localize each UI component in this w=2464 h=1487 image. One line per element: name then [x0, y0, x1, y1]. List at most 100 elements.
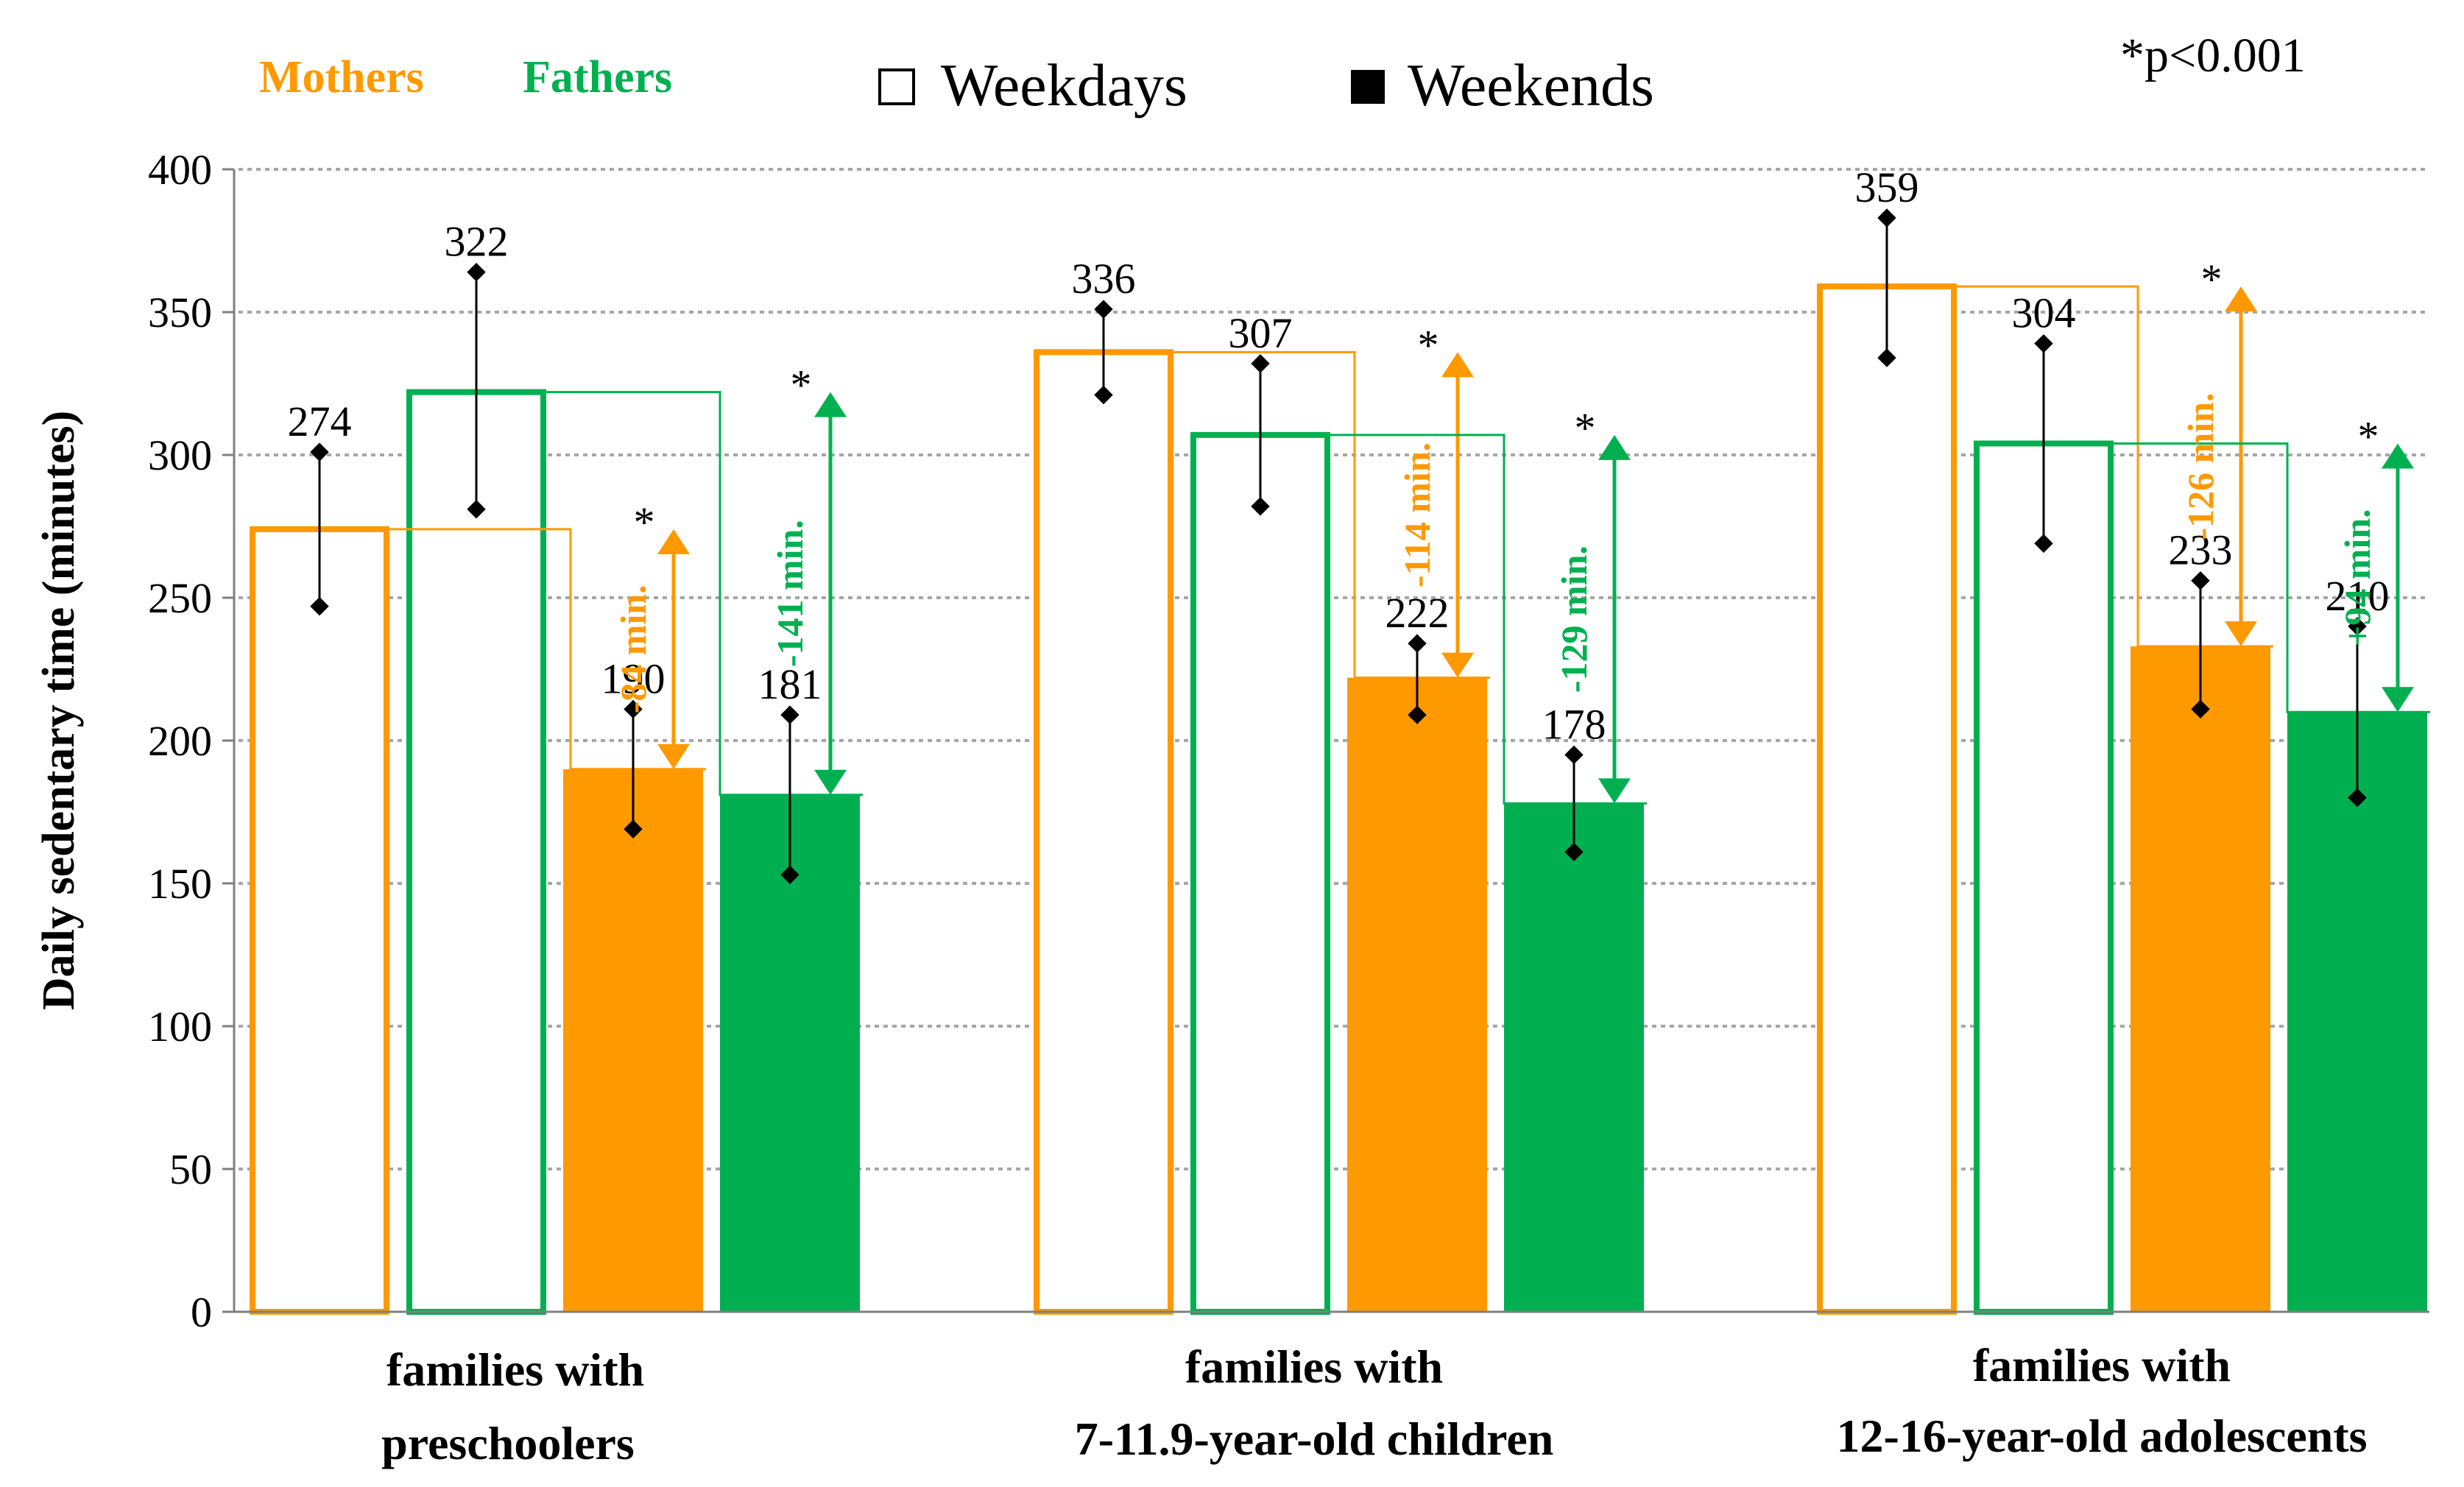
- gridline-350: [234, 311, 2429, 314]
- difference-label-fathers-2: +94 min.: [2337, 509, 2378, 646]
- difference-label-mothers-0: -84 min.: [613, 584, 654, 713]
- significance-star-mothers-2: *: [2201, 255, 2223, 303]
- data-label-mothers-weekdays-1: 336: [1072, 255, 1136, 303]
- bar-mothers-weekends-1: [1347, 677, 1487, 1312]
- y-tick-label-300: 300: [148, 431, 212, 479]
- y-tick-label-100: 100: [148, 1003, 212, 1050]
- error-cap-high-mothers-weekdays-0: [310, 442, 329, 462]
- axes: 0 50 100 150 200 250 300 350 400: [148, 146, 2429, 1336]
- category-label-2-line2: 12-16-year-old adolescents: [1836, 1410, 2367, 1462]
- bar-fathers-weekends-1: [1504, 803, 1644, 1312]
- difference-arrow-head-down-fathers-2: [2382, 687, 2414, 713]
- y-axis-title: Daily sedentary time (minutes): [34, 411, 84, 1010]
- gridline-100: [234, 1025, 2429, 1028]
- difference-label-mothers-1: -114 min.: [1397, 442, 1438, 587]
- error-cap-high-fathers-weekdays-0: [467, 262, 486, 282]
- difference-arrow-head-up-fathers-1: [1598, 434, 1631, 460]
- category-label-0-line2: preschoolers: [381, 1417, 635, 1469]
- y-tick-label-50: 50: [169, 1145, 212, 1193]
- difference-arrow-head-up-fathers-0: [814, 392, 847, 417]
- category-label-1-line1: families with: [1185, 1341, 1443, 1393]
- difference-bracket-fathers-1: [1260, 434, 1647, 805]
- category-label-1-line2: 7-11.9-year-old children: [1075, 1413, 1554, 1465]
- legend-weekends-swatch: [1351, 70, 1385, 104]
- bar-mothers-weekends-0: [563, 769, 703, 1312]
- legend-fathers: Fathers: [523, 52, 672, 102]
- legend-mothers: Mothers: [259, 52, 424, 102]
- bar-fathers-weekends-2: [2287, 712, 2427, 1312]
- difference-arrow-head-up-fathers-2: [2382, 443, 2414, 469]
- significance-star-fathers-2: *: [2358, 412, 2379, 460]
- difference-bracket-mothers-2: [1887, 285, 2273, 648]
- data-label-fathers-weekdays-0: 322: [445, 218, 509, 266]
- data-label-mothers-weekends-1: 222: [1385, 589, 1450, 637]
- significance-note: *p<0.001: [2120, 29, 2306, 82]
- data-label-mothers-weekends-0: 190: [601, 654, 666, 702]
- significance-star-mothers-0: *: [634, 498, 655, 546]
- data-label-mothers-weekdays-0: 274: [288, 398, 352, 445]
- difference-bracket-fathers-2: [2044, 442, 2430, 713]
- difference-arrow-head-up-mothers-1: [1441, 352, 1474, 378]
- data-label-fathers-weekdays-1: 307: [1229, 309, 1293, 357]
- data-label-mothers-weekdays-2: 359: [1855, 163, 1919, 211]
- error-cap-high-fathers-weekdays-2: [2034, 333, 2053, 353]
- difference-bracket-fathers-0: [476, 391, 863, 797]
- bar-mothers-weekdays-1: [1034, 349, 1173, 1315]
- y-tick-label-400: 400: [148, 146, 212, 194]
- category-labels: families with preschoolers families with…: [381, 1339, 2367, 1469]
- y-tick-label-150: 150: [148, 860, 212, 908]
- data-label-fathers-weekends-0: 181: [758, 660, 822, 708]
- difference-arrow-head-down-fathers-0: [814, 769, 847, 795]
- difference-arrow-head-up-mothers-0: [657, 529, 690, 554]
- significance-star-fathers-1: *: [1575, 404, 1596, 452]
- error-cap-high-fathers-weekdays-1: [1251, 354, 1270, 373]
- data-label-fathers-weekends-1: 178: [1542, 700, 1606, 748]
- bar-mothers-weekdays-0: [250, 526, 389, 1315]
- value-labels: 274 336 359 322 307 304 190 222 233 181 178 210 -84 …: [288, 163, 2390, 748]
- difference-label-fathers-0: -141 min.: [769, 520, 811, 667]
- difference-arrow-head-down-mothers-2: [2225, 621, 2257, 646]
- error-cap-high-fathers-weekends-0: [780, 705, 799, 724]
- bar-fathers-weekdays-0: [406, 389, 546, 1315]
- difference-brackets: [320, 285, 2430, 805]
- data-label-mothers-weekends-2: 233: [2169, 526, 2233, 574]
- bar-fathers-weekdays-2: [1974, 440, 2114, 1315]
- difference-bracket-mothers-0: [320, 528, 706, 771]
- significance-star-fathers-0: *: [791, 361, 812, 409]
- bars: [250, 283, 2427, 1315]
- legend-weekends: Weekends: [1408, 52, 1654, 119]
- difference-arrow-head-down-mothers-1: [1441, 652, 1474, 678]
- error-cap-high-mothers-weekends-1: [1408, 634, 1427, 653]
- error-cap-low-mothers-weekdays-0: [310, 596, 329, 616]
- legend-weekdays: Weekdays: [941, 52, 1187, 119]
- y-tick-label-200: 200: [148, 717, 212, 765]
- difference-arrow-head-down-mothers-0: [657, 744, 690, 769]
- gridline-150: [234, 882, 2429, 885]
- y-tick-label-350: 350: [148, 289, 212, 336]
- error-cap-high-mothers-weekdays-1: [1094, 300, 1113, 319]
- error-cap-low-fathers-weekdays-0: [467, 499, 486, 519]
- bar-mothers-weekends-2: [2131, 646, 2270, 1312]
- gridline-200: [234, 739, 2429, 742]
- category-label-2-line1: families with: [1973, 1339, 2231, 1391]
- gridline-300: [234, 453, 2429, 456]
- error-cap-high-mothers-weekends-2: [2191, 571, 2210, 590]
- y-tick-label-250: 250: [148, 574, 212, 622]
- bar-fathers-weekdays-1: [1190, 431, 1330, 1315]
- error-cap-high-fathers-weekends-1: [1564, 745, 1584, 765]
- y-tick-label-0: 0: [191, 1288, 212, 1336]
- legend: Mothers Fathers Weekdays Weekends *p<0.0…: [259, 29, 2306, 119]
- difference-label-mothers-2: -126 min.: [2180, 393, 2221, 540]
- category-label-0-line1: families with: [386, 1343, 644, 1396]
- gridline-50: [234, 1168, 2429, 1170]
- difference-bracket-mothers-1: [1104, 350, 1490, 679]
- significance-star-mothers-1: *: [1418, 321, 1439, 369]
- error-cap-high-mothers-weekdays-2: [1877, 208, 1896, 227]
- difference-label-fathers-1: -129 min.: [1553, 545, 1595, 693]
- gridlines: [234, 168, 2429, 1170]
- gridline-250: [234, 596, 2429, 599]
- gridline-400: [234, 168, 2429, 171]
- difference-arrow-head-up-mothers-2: [2225, 286, 2257, 312]
- legend-weekdays-swatch: [878, 68, 915, 105]
